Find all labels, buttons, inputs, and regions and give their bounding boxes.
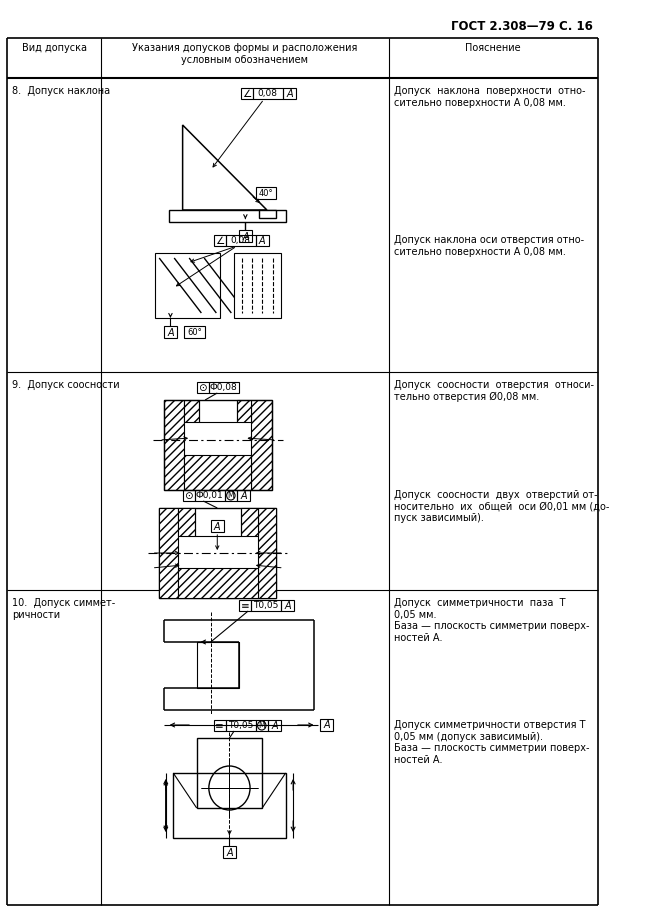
Bar (281, 600, 294, 611)
Text: ∠: ∠ (215, 236, 224, 246)
Text: ГОСТ 2.308—79 С. 16: ГОСТ 2.308—79 С. 16 (451, 20, 593, 33)
Text: ≡: ≡ (240, 601, 249, 611)
Text: Допуск наклона оси отверстия отно-
сительно поверхности А 0,08 мм.: Допуск наклона оси отверстия отно- сител… (394, 235, 585, 257)
Bar (164, 400, 185, 490)
Bar (241, 508, 258, 536)
Text: Ф0,01: Ф0,01 (196, 491, 224, 500)
Text: Т0,05: Т0,05 (253, 601, 278, 610)
Text: 60°: 60° (187, 328, 202, 337)
Polygon shape (183, 125, 267, 210)
Text: M: M (227, 491, 234, 500)
Bar (185, 326, 205, 338)
Bar (258, 508, 276, 598)
Bar (159, 508, 276, 598)
Polygon shape (169, 210, 286, 222)
Text: 9.  Допуск соосности: 9. Допуск соосности (12, 380, 120, 390)
Bar (225, 720, 256, 731)
Text: Пояснение: Пояснение (465, 43, 521, 53)
Polygon shape (260, 210, 276, 218)
Bar (185, 455, 251, 490)
Text: A: A (271, 721, 278, 731)
Text: A: A (226, 847, 233, 857)
Bar (251, 400, 271, 490)
Bar (251, 600, 281, 611)
Bar (164, 400, 271, 490)
Bar (209, 382, 239, 393)
Bar (256, 187, 276, 199)
Text: Вид допуска: Вид допуска (22, 43, 87, 53)
Text: Т0,05: Т0,05 (228, 721, 253, 730)
Bar (253, 88, 283, 99)
Bar (239, 600, 251, 611)
Text: A: A (324, 720, 330, 730)
Bar (178, 568, 258, 598)
Text: 10.  Допуск симмет-
ричности: 10. Допуск симмет- ричности (12, 598, 116, 620)
Bar (178, 508, 195, 536)
Bar (225, 235, 256, 246)
Text: 0,08: 0,08 (258, 89, 278, 98)
Bar (196, 642, 239, 688)
Bar (214, 235, 225, 246)
Text: A: A (242, 232, 249, 242)
Text: A: A (214, 521, 220, 531)
Bar (237, 490, 250, 501)
Bar (183, 490, 195, 501)
Bar (196, 738, 262, 808)
Text: A: A (240, 491, 247, 501)
Bar (239, 230, 252, 242)
Text: Допуск  соосности  отверстия  относи-
тельно отверстия Ø0,08 мм.: Допуск соосности отверстия относи- тельн… (394, 380, 594, 402)
Text: M: M (258, 721, 265, 730)
Bar (211, 520, 224, 532)
Bar (268, 720, 281, 731)
Bar (283, 88, 296, 99)
Text: A: A (286, 89, 293, 99)
Bar (223, 846, 236, 858)
Text: A: A (167, 328, 174, 338)
Bar (196, 382, 209, 393)
Bar (154, 253, 220, 318)
Bar (159, 508, 178, 598)
Bar (164, 326, 177, 338)
Text: Допуск  симметричности  паза  Т
0,05 мм.
База — плоскость симметрии поверх-
ност: Допуск симметричности паза Т 0,05 мм. Ба… (394, 598, 590, 643)
Text: Допуск  соосности  двух  отверстий от-
носительно  их  общей  оси Ø0,01 мм (до-
: Допуск соосности двух отверстий от- носи… (394, 490, 610, 523)
Text: Допуск  наклона  поверхности  отно-
сительно поверхности А 0,08 мм.: Допуск наклона поверхности отно- сительн… (394, 86, 586, 108)
Bar (214, 720, 225, 731)
Text: Ф0,08: Ф0,08 (210, 383, 238, 392)
Bar (185, 400, 198, 422)
Text: Допуск симметричности отверстия Т
0,05 мм (допуск зависимый).
База — плоскость с: Допуск симметричности отверстия Т 0,05 м… (394, 720, 590, 765)
Bar (256, 720, 268, 731)
Text: A: A (284, 601, 291, 611)
Bar (225, 490, 237, 501)
Bar (241, 88, 253, 99)
Bar (195, 490, 225, 501)
Text: A: A (259, 236, 266, 246)
Text: 40°: 40° (258, 188, 273, 197)
Text: ≡: ≡ (215, 721, 224, 731)
Text: ⊙: ⊙ (198, 383, 207, 393)
Bar (256, 235, 269, 246)
Bar (320, 719, 333, 731)
Text: ⊙: ⊙ (184, 491, 193, 501)
Text: Указания допусков формы и расположения
условным обозначением: Указания допусков формы и расположения у… (132, 43, 357, 65)
Bar (173, 773, 286, 838)
Text: 8.  Допуск наклона: 8. Допуск наклона (12, 86, 110, 96)
Text: 0,08: 0,08 (231, 236, 251, 245)
Text: ∠: ∠ (242, 89, 251, 99)
Bar (237, 400, 251, 422)
Bar (234, 253, 281, 318)
